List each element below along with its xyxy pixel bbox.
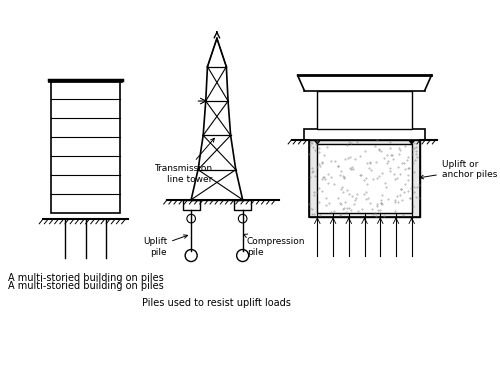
Polygon shape bbox=[313, 138, 322, 144]
Text: A multi-storied building on piles: A multi-storied building on piles bbox=[8, 281, 164, 291]
Text: Transmission
line tower: Transmission line tower bbox=[154, 138, 214, 184]
Bar bbox=[318, 91, 412, 129]
Text: Compression
pile: Compression pile bbox=[244, 234, 306, 257]
Bar bbox=[308, 140, 420, 217]
Text: Piles used to resist uplift loads: Piles used to resist uplift loads bbox=[142, 298, 292, 308]
Bar bbox=[318, 144, 412, 213]
Polygon shape bbox=[298, 75, 432, 91]
Bar bbox=[304, 129, 424, 140]
Text: Uplift or
anchor piles: Uplift or anchor piles bbox=[420, 160, 497, 179]
Text: A multi-storied building on piles: A multi-storied building on piles bbox=[8, 273, 164, 283]
Polygon shape bbox=[408, 138, 416, 144]
Bar bbox=[234, 200, 251, 210]
Bar bbox=[182, 200, 200, 210]
Bar bbox=[308, 140, 420, 217]
Bar bbox=[52, 80, 120, 213]
Text: Uplift
pile: Uplift pile bbox=[143, 235, 188, 257]
